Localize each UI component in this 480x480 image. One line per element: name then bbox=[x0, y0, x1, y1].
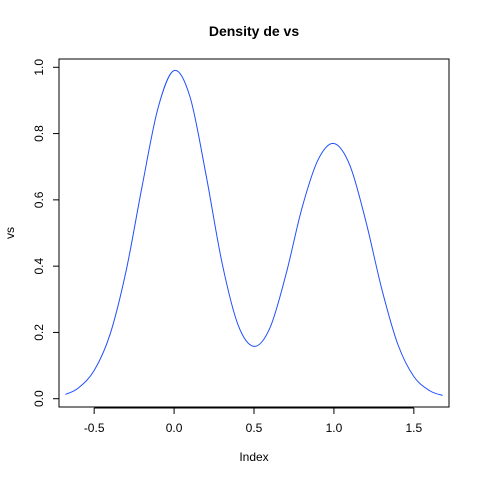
y-axis: 0.0 0.2 0.4 0.6 0.8 1.0 bbox=[32, 59, 60, 407]
x-tick-label: 1.5 bbox=[405, 421, 422, 435]
x-tick-label: 0.0 bbox=[166, 421, 183, 435]
x-axis: -0.5 0.0 0.5 1.0 1.5 bbox=[84, 407, 423, 435]
y-tick-label: 0.4 bbox=[32, 257, 46, 274]
y-axis-label: vs bbox=[3, 227, 17, 239]
y-tick-label: 0.0 bbox=[32, 390, 46, 407]
x-tick-label: 1.0 bbox=[326, 421, 343, 435]
y-tick-label: 1.0 bbox=[32, 59, 46, 76]
plot-frame bbox=[58, 58, 450, 408]
x-axis-label: Index bbox=[239, 450, 268, 464]
density-line bbox=[65, 70, 443, 396]
y-tick-label: 0.2 bbox=[32, 324, 46, 341]
x-tick-label: 0.5 bbox=[246, 421, 263, 435]
chart-title: Density de vs bbox=[209, 23, 299, 39]
x-tick-label: -0.5 bbox=[84, 421, 105, 435]
y-tick-label: 0.6 bbox=[32, 191, 46, 208]
y-tick-label: 0.8 bbox=[32, 125, 46, 142]
